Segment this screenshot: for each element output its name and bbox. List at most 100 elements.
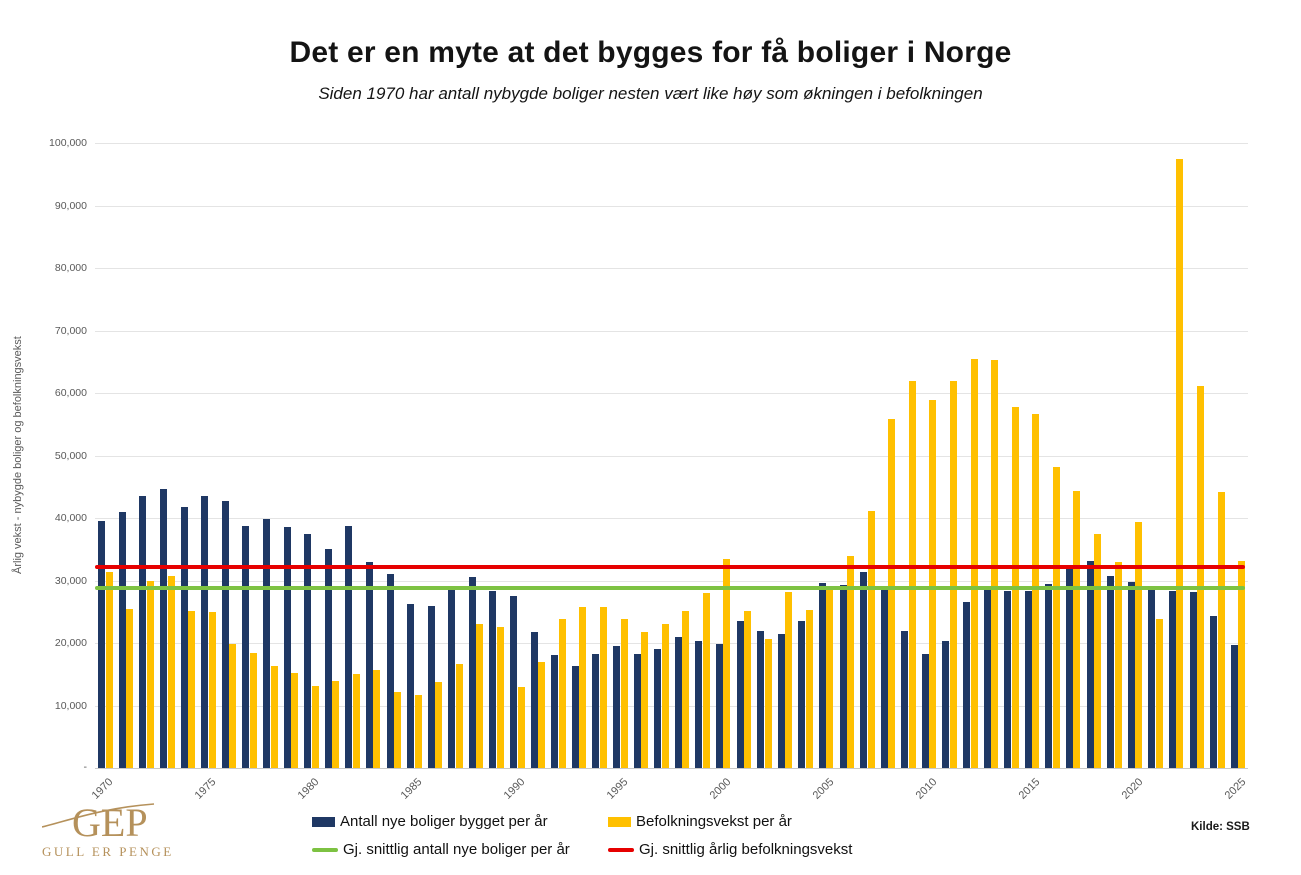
- bar-2015-befolkningsvekst: [1032, 413, 1040, 768]
- bar-1972-befolkningsvekst: [146, 581, 154, 768]
- bar-2013-befolkningsvekst: [991, 359, 999, 768]
- gridline-90000: [95, 205, 1248, 207]
- bar-2021-befolkningsvekst: [1155, 618, 1163, 768]
- bar-1988-befolkningsvekst: [476, 624, 484, 768]
- bar-1983-befolkningsvekst: [373, 669, 381, 768]
- y-tick-label: 100,000: [49, 137, 87, 149]
- gep-logo-graphic: GEP GULL ER PENGER: [41, 800, 182, 859]
- bar-1987-boliger: [448, 588, 456, 768]
- bar-2025-boliger: [1230, 644, 1238, 768]
- bar-2011-boliger: [942, 640, 950, 768]
- bar-2004-boliger: [798, 621, 806, 768]
- bar-1987-befolkningsvekst: [455, 663, 463, 768]
- bar-1997-boliger: [654, 648, 662, 768]
- bar-1984-befolkningsvekst: [394, 692, 402, 768]
- bar-1982-boliger: [345, 526, 353, 768]
- gridline-50000: [95, 455, 1248, 457]
- bar-2006-boliger: [839, 584, 847, 768]
- bar-1971-befolkningsvekst: [126, 609, 134, 768]
- bar-1983-boliger: [365, 562, 373, 768]
- x-tick-label-2000: 2000: [707, 776, 734, 802]
- x-tick-label-2005: 2005: [810, 776, 837, 802]
- bar-2017-boliger: [1065, 569, 1073, 768]
- bar-1972-boliger: [139, 495, 147, 768]
- bar-2019-befolkningsvekst: [1114, 562, 1122, 768]
- bar-1998-befolkningsvekst: [682, 611, 690, 768]
- x-tick-label-2010: 2010: [913, 776, 940, 802]
- avg-population-growth-line: [95, 564, 1245, 569]
- bar-1975-befolkningsvekst: [208, 612, 216, 768]
- bar-2002-befolkningsvekst: [764, 639, 772, 768]
- x-tick-label-1980: 1980: [295, 776, 322, 802]
- bar-1980-befolkningsvekst: [311, 685, 319, 768]
- bar-2023-befolkningsvekst: [1197, 386, 1205, 768]
- bar-2012-boliger: [963, 602, 971, 768]
- y-tick-label: 30,000: [54, 574, 87, 587]
- bar-1974-boliger: [180, 507, 188, 768]
- gridline-40000: [95, 518, 1248, 519]
- y-axis-title: Årlig vekst - nybygde boliger og befolkn…: [12, 336, 24, 575]
- bar-1973-boliger: [160, 488, 168, 768]
- bar-1986-befolkningsvekst: [435, 682, 443, 768]
- bar-1978-befolkningsvekst: [270, 666, 278, 768]
- bar-1995-befolkningsvekst: [620, 619, 628, 768]
- gep-logo-monogram: GEP: [72, 800, 148, 845]
- gridline-100000: [95, 143, 1248, 144]
- bar-2000-befolkningsvekst: [723, 559, 731, 768]
- bar-2008-boliger: [880, 589, 888, 768]
- bar-1994-befolkningsvekst: [599, 606, 607, 768]
- gridline-30000: [95, 580, 1248, 582]
- bar-2008-befolkningsvekst: [888, 418, 896, 768]
- source-note: Kilde: SSB: [1191, 821, 1250, 833]
- bar-1971-boliger: [118, 511, 126, 768]
- bar-1985-boliger: [407, 603, 415, 768]
- bar-2024-boliger: [1210, 616, 1218, 768]
- bar-1991-befolkningsvekst: [538, 661, 546, 768]
- bar-1980-boliger: [304, 534, 312, 768]
- bar-2000-boliger: [715, 643, 723, 768]
- bar-2007-befolkningsvekst: [867, 511, 875, 768]
- bar-1984-boliger: [386, 573, 394, 768]
- bar-2006-befolkningsvekst: [847, 555, 854, 768]
- bar-1999-boliger: [695, 640, 703, 768]
- gridline-60000: [95, 393, 1248, 394]
- y-tick-label: 10,000: [54, 699, 87, 712]
- bar-2003-boliger: [777, 634, 785, 768]
- bar-2005-boliger: [818, 583, 826, 768]
- gridline-20000: [95, 643, 1248, 644]
- plot-area: [95, 143, 1248, 769]
- bar-2002-boliger: [757, 630, 765, 768]
- y-tick-label-zero: -: [83, 761, 88, 773]
- y-tick-label: 90,000: [54, 199, 87, 212]
- legend-swatch-new-dwellings: [312, 816, 335, 827]
- legend-label-population-growth: Befolkningsvekst per år: [636, 813, 792, 830]
- x-axis-line: [95, 768, 1248, 769]
- bar-2016-befolkningsvekst: [1052, 466, 1060, 768]
- bar-1990-befolkningsvekst: [517, 687, 525, 768]
- gridline-80000: [95, 268, 1248, 269]
- gep-logo-swoosh: [41, 803, 155, 828]
- bar-1993-boliger: [571, 665, 579, 768]
- bar-2011-befolkningsvekst: [949, 380, 957, 768]
- chart-subtitle: Siden 1970 har antall nybygde boliger ne…: [318, 84, 983, 103]
- bar-2001-boliger: [736, 620, 744, 768]
- legend-swatch-avg-dwellings: [312, 847, 338, 852]
- bar-1998-boliger: [674, 636, 682, 768]
- bar-2022-befolkningsvekst: [1176, 159, 1184, 768]
- bar-1986-boliger: [427, 606, 435, 768]
- bar-2014-boliger: [1004, 591, 1012, 768]
- bar-1977-boliger: [242, 525, 250, 768]
- bar-1988-boliger: [468, 576, 476, 768]
- x-tick-label-1975: 1975: [192, 776, 219, 802]
- bar-1985-befolkningsvekst: [414, 694, 422, 768]
- bar-1976-befolkningsvekst: [229, 644, 237, 768]
- x-tick-label-2020: 2020: [1119, 776, 1146, 802]
- gridline-70000: [95, 330, 1248, 332]
- bar-1973-befolkningsvekst: [167, 576, 175, 768]
- bar-1989-boliger: [489, 591, 497, 768]
- bar-1989-befolkningsvekst: [496, 626, 504, 768]
- bar-1996-boliger: [633, 654, 641, 768]
- bar-2017-befolkningsvekst: [1073, 491, 1081, 768]
- x-tick-label-1985: 1985: [398, 776, 425, 802]
- bar-2012-befolkningsvekst: [970, 359, 978, 768]
